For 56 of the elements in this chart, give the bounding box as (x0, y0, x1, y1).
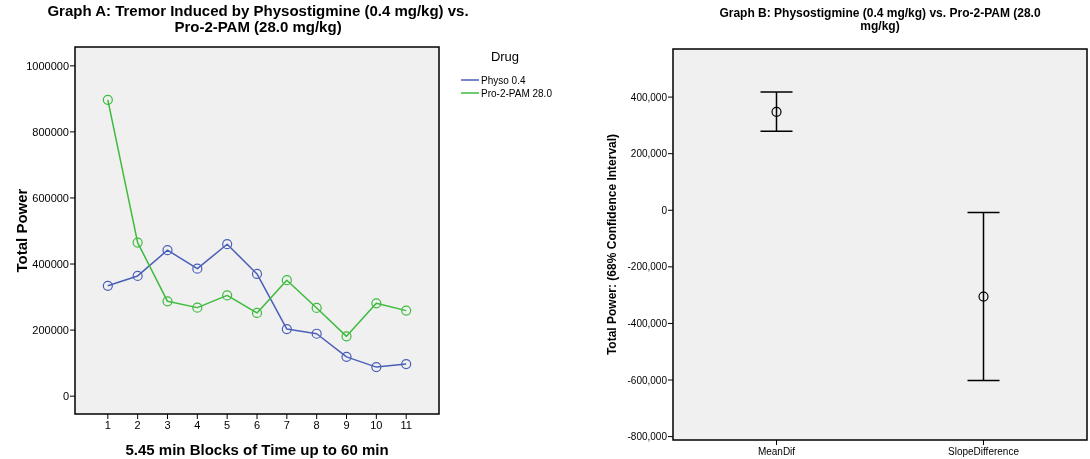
x-tick-label: 5 (224, 419, 231, 431)
x-tick-label: 11 (400, 419, 412, 431)
x-tick-label: 3 (164, 419, 171, 431)
x-tick-label: 2 (134, 419, 141, 431)
point (251, 307, 263, 319)
point (192, 263, 203, 274)
point (102, 94, 113, 105)
x-tick-label: SlopeDifference (948, 446, 1020, 457)
point (341, 351, 352, 362)
y-tick-label: 400000 (32, 257, 69, 270)
y-tick-label: 200,000 (630, 148, 668, 160)
point (132, 270, 143, 282)
point (132, 237, 143, 248)
x-tick-label: 4 (194, 419, 201, 431)
point (311, 302, 322, 314)
legend-title: Drug (490, 49, 520, 64)
x-tick-label: 10 (370, 419, 383, 431)
y-axis-title: Total Power: (68% Confidence Interval) (605, 133, 620, 356)
point (311, 328, 322, 339)
x-tick-label: 8 (313, 419, 320, 431)
y-tick-label: 0 (661, 204, 668, 216)
x-tick-label: 7 (283, 419, 290, 431)
y-tick-label: 400,000 (630, 91, 668, 103)
y-tick-label: 0 (62, 390, 69, 403)
y-tick-label: -600,000 (627, 374, 668, 386)
y-tick-label: 1000000 (26, 59, 69, 72)
point (222, 239, 233, 250)
y-tick-label: 600000 (32, 191, 69, 204)
point (371, 361, 382, 373)
point (162, 245, 173, 256)
point (192, 302, 203, 313)
chart-title: Graph A: Tremor Induced by Physostigmine (0.4 mg/kg) vs. Pro-2-PAM (28.0 mg/kg) (47, 2, 469, 35)
y-tick-label: 200000 (32, 323, 69, 336)
point (281, 275, 292, 286)
x-tick-label: 9 (343, 419, 350, 431)
point (401, 359, 412, 370)
y-tick-label: -200,000 (627, 261, 668, 273)
point (281, 324, 292, 335)
point (162, 296, 173, 307)
x-tick-label: 1 (104, 419, 111, 431)
point (251, 268, 263, 280)
y-tick-label: 800000 (32, 125, 69, 138)
x-axis-title: 5.45 min Blocks of Time up to 60 min (125, 441, 389, 458)
y-axis-title: Total Power (13, 188, 31, 273)
point (401, 305, 412, 316)
point (371, 298, 382, 309)
x-tick-label: MeanDif (757, 446, 796, 457)
x-tick-label: 6 (253, 419, 261, 431)
y-tick-label: -400,000 (627, 317, 668, 329)
y-tick-label: -800,000 (627, 431, 668, 443)
legend-label: Physo 0.4 (481, 74, 526, 86)
point (102, 280, 113, 291)
chart-title: Graph B: Physostigmine (0.4 mg/kg) vs. Pro-2-PAM (28.0 mg/kg) (719, 6, 1041, 33)
point (222, 290, 233, 301)
point (341, 331, 352, 342)
legend-label: Pro-2-PAM 28.0 (481, 87, 553, 99)
